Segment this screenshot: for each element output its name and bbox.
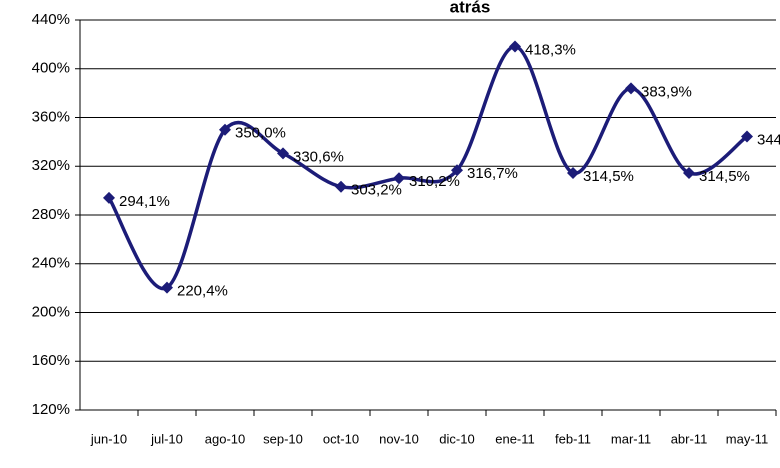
x-tick-label: nov-10 [379, 431, 419, 446]
x-tick-label: feb-11 [555, 431, 591, 446]
point [567, 166, 579, 179]
y-tick-label: 200% [32, 303, 70, 320]
data-label: 316,7% [467, 165, 518, 182]
data-label: 310,2% [409, 173, 460, 190]
y-tick-label: 400% [32, 60, 70, 77]
point [277, 147, 289, 160]
y-tick-label: 440% [32, 11, 70, 28]
y-tick-label: 320% [32, 157, 70, 174]
point [335, 180, 347, 193]
data-label: 220,4% [177, 283, 228, 300]
data-label: 314,5% [583, 168, 634, 185]
data-label: 344,4% [757, 131, 780, 148]
x-tick-label: abr-11 [671, 431, 708, 446]
x-tick-label: may-11 [726, 431, 768, 446]
data-label: 418,3% [525, 41, 576, 58]
x-tick-label: ago-10 [205, 431, 245, 446]
y-tick-label: 240% [32, 255, 70, 272]
point [683, 166, 695, 179]
x-tick-label: oct-10 [323, 431, 359, 446]
x-tick-label: dic-10 [439, 431, 474, 446]
point [219, 123, 231, 136]
x-tick-label: ene-11 [495, 431, 535, 446]
point [741, 130, 753, 143]
x-tick-label: sep-10 [263, 431, 303, 446]
point [161, 281, 173, 294]
data-label: 303,2% [351, 182, 402, 199]
data-label: 330,6% [293, 148, 344, 165]
point [393, 172, 405, 185]
data-label: 314,5% [699, 168, 750, 185]
y-tick-label: 160% [32, 352, 70, 369]
point [509, 40, 521, 53]
point [625, 82, 637, 95]
y-tick-label: 280% [32, 206, 70, 223]
x-tick-label: jun-10 [90, 431, 127, 446]
x-tick-label: mar-11 [611, 431, 651, 446]
data-label: 383,9% [641, 83, 692, 100]
x-tick-label: jul-10 [150, 431, 183, 446]
chart-title: atrás [450, 0, 491, 16]
y-tick-label: 360% [32, 108, 70, 125]
data-label: 350,0% [235, 125, 286, 142]
point [451, 164, 463, 177]
y-tick-label: 120% [32, 401, 70, 418]
data-label: 294,1% [119, 193, 170, 210]
point [103, 191, 115, 204]
